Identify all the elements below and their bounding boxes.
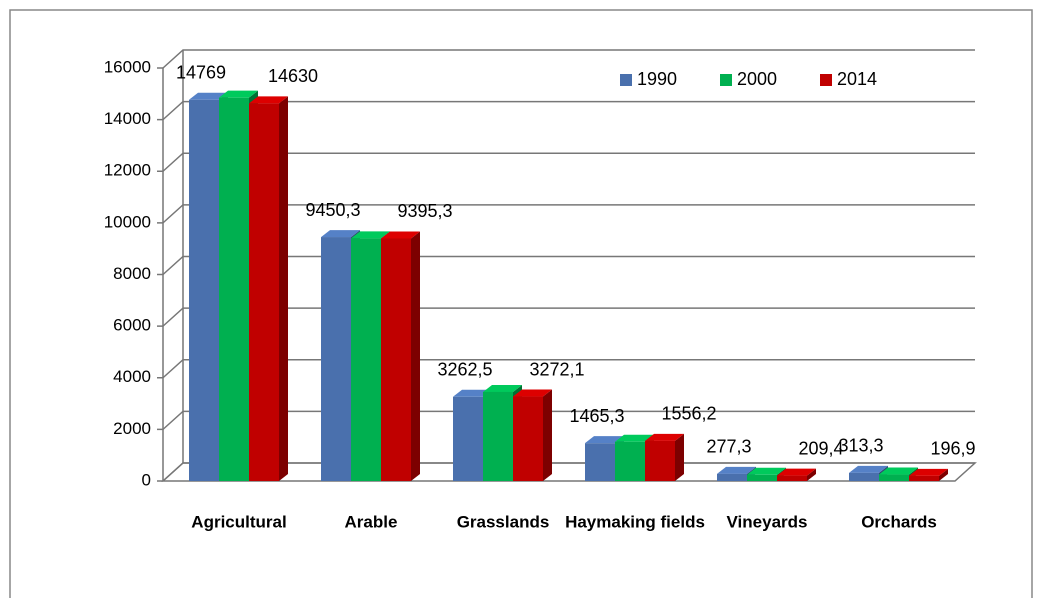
grid-line: [162, 462, 975, 482]
y-tick-label: 6000: [113, 316, 151, 335]
bar-top: [321, 230, 360, 238]
bar-top: [777, 468, 816, 476]
bar-side: [807, 468, 816, 481]
bar-top: [909, 468, 948, 476]
bar: [585, 443, 615, 481]
bar: [321, 237, 351, 481]
y-tick-label: 10000: [104, 212, 151, 231]
bar: [777, 475, 807, 481]
data-label: 9450,3: [305, 200, 360, 220]
legend-label: 1990: [637, 69, 677, 89]
bar: [909, 475, 939, 481]
bar-top: [453, 389, 492, 397]
bar-top: [717, 466, 756, 474]
x-tick-label: Haymaking fields: [565, 512, 705, 531]
legend-label: 2000: [737, 69, 777, 89]
legend-swatch: [820, 74, 832, 86]
grid-line: [162, 100, 975, 121]
legend-swatch: [620, 74, 632, 86]
bar: [513, 396, 543, 481]
bar: [849, 472, 879, 481]
bar-top: [351, 231, 390, 239]
bar-top: [249, 96, 288, 104]
y-tick-label: 12000: [104, 161, 151, 180]
bar: [717, 473, 747, 481]
x-tick-label: Vineyards: [727, 512, 808, 531]
bar-top: [615, 434, 654, 442]
grid-line: [162, 255, 975, 276]
bar-top: [747, 467, 786, 475]
grid-line: [162, 204, 975, 224]
data-label: 313,3: [838, 436, 883, 456]
bar-side: [279, 96, 288, 481]
y-tick-label: 2000: [113, 419, 151, 438]
bar-top: [219, 90, 258, 98]
bar-top: [381, 231, 420, 239]
data-label: 1556,2: [661, 404, 716, 424]
y-tick-label: 0: [142, 470, 151, 489]
bar-side: [543, 389, 552, 481]
bar-top: [189, 92, 228, 100]
bar-side: [675, 433, 684, 481]
bar-top: [483, 384, 522, 392]
bar: [615, 441, 645, 481]
bar-side: [411, 231, 420, 481]
data-label: 3272,1: [529, 359, 584, 379]
bar-top: [645, 433, 684, 441]
x-tick-label: Grasslands: [457, 512, 550, 531]
data-label: 14630: [268, 66, 318, 86]
bar-top: [585, 436, 624, 444]
bar-top: [879, 467, 918, 475]
bar-side: [939, 468, 948, 481]
grid-line: [162, 49, 975, 69]
y-tick-label: 4000: [113, 367, 151, 386]
bar: [381, 238, 411, 481]
data-label: 196,9: [930, 439, 975, 459]
bar: [351, 238, 381, 481]
data-label: 1465,3: [569, 406, 624, 426]
bar: [747, 474, 777, 481]
bar: [483, 391, 513, 481]
data-label: 14769: [176, 63, 226, 83]
data-label: 277,3: [706, 437, 751, 457]
grid-line: [162, 410, 975, 430]
legend-label: 2014: [837, 69, 877, 89]
bar: [453, 396, 483, 481]
grid-line: [162, 307, 975, 327]
bar: [189, 99, 219, 482]
x-tick-label: Agricultural: [191, 512, 286, 531]
data-label: 3262,5: [437, 360, 492, 380]
grid-line: [162, 359, 975, 379]
bar: [219, 97, 249, 481]
x-tick-label: Arable: [345, 512, 398, 531]
bar: [645, 440, 675, 481]
bar: [879, 474, 909, 481]
y-tick-label: 14000: [104, 109, 151, 128]
legend-swatch: [720, 74, 732, 86]
y-tick-label: 16000: [104, 57, 151, 76]
bar: [249, 103, 279, 481]
grid-line: [162, 152, 975, 172]
data-label: 9395,3: [397, 201, 452, 221]
y-tick-label: 8000: [113, 264, 151, 283]
x-tick-label: Orchards: [861, 512, 937, 531]
bar-top: [849, 465, 888, 473]
bar-top: [513, 389, 552, 397]
data-label: 209,4: [798, 438, 843, 458]
